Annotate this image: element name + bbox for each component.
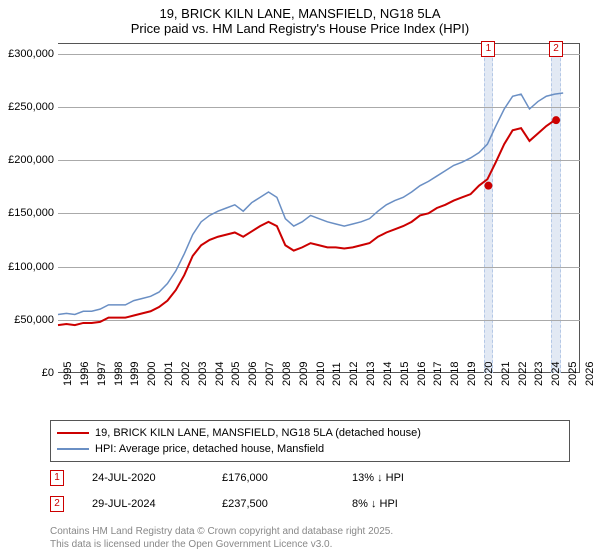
chart-container: 19, BRICK KILN LANE, MANSFIELD, NG18 5LA… — [0, 0, 600, 560]
legend-row-series1: 19, BRICK KILN LANE, MANSFIELD, NG18 5LA… — [57, 425, 563, 441]
marker-label-2: 2 — [549, 41, 563, 57]
marker-price-1: £176,000 — [222, 472, 352, 484]
legend-label-2: HPI: Average price, detached house, Mans… — [95, 443, 324, 455]
footer-text: Contains HM Land Registry data © Crown c… — [50, 526, 393, 551]
chart-area: £0£50,000£100,000£150,000£200,000£250,00… — [10, 38, 590, 408]
legend-swatch-1 — [57, 432, 89, 434]
marker-price-2: £237,500 — [222, 498, 352, 510]
title-line2: Price paid vs. HM Land Registry's House … — [0, 21, 600, 36]
marker-dot-1 — [484, 182, 492, 190]
chart-svg — [10, 38, 590, 408]
marker-label-1: 1 — [481, 41, 495, 57]
footer-line2: This data is licensed under the Open Gov… — [50, 539, 393, 552]
marker-date-2: 29-JUL-2024 — [92, 498, 222, 510]
legend-swatch-2 — [57, 448, 89, 450]
marker-row-1: 1 24-JUL-2020 £176,000 13% ↓ HPI — [50, 470, 570, 486]
footer-line1: Contains HM Land Registry data © Crown c… — [50, 526, 393, 539]
legend-label-1: 19, BRICK KILN LANE, MANSFIELD, NG18 5LA… — [95, 427, 421, 439]
legend-row-series2: HPI: Average price, detached house, Mans… — [57, 441, 563, 457]
marker-badge-2: 2 — [50, 496, 64, 512]
marker-delta-2: 8% ↓ HPI — [352, 498, 482, 510]
marker-delta-1: 13% ↓ HPI — [352, 472, 482, 484]
marker-row-2: 2 29-JUL-2024 £237,500 8% ↓ HPI — [50, 496, 570, 512]
legend-box: 19, BRICK KILN LANE, MANSFIELD, NG18 5LA… — [50, 420, 570, 462]
title-line1: 19, BRICK KILN LANE, MANSFIELD, NG18 5LA — [0, 6, 600, 21]
marker-date-1: 24-JUL-2020 — [92, 472, 222, 484]
marker-dot-2 — [552, 116, 560, 124]
marker-badge-1: 1 — [50, 470, 64, 486]
title-block: 19, BRICK KILN LANE, MANSFIELD, NG18 5LA… — [0, 0, 600, 38]
series-line-hpi — [58, 93, 563, 314]
